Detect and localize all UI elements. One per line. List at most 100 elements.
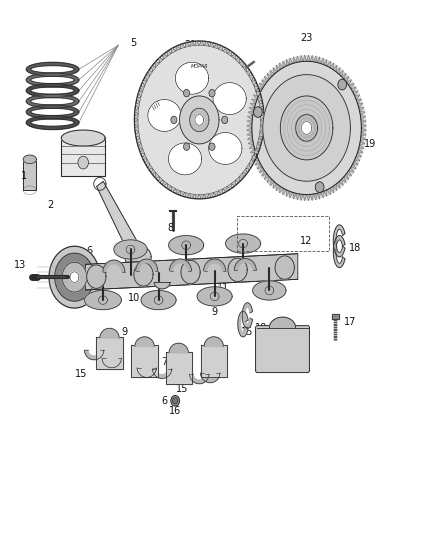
Circle shape <box>78 156 88 169</box>
Polygon shape <box>283 188 286 195</box>
Polygon shape <box>247 124 252 128</box>
Polygon shape <box>317 192 320 199</box>
Text: 16: 16 <box>169 407 181 416</box>
Polygon shape <box>55 253 94 301</box>
Text: 14: 14 <box>88 282 100 292</box>
Polygon shape <box>273 182 277 188</box>
Polygon shape <box>256 143 260 149</box>
Text: 15: 15 <box>176 384 188 394</box>
Polygon shape <box>300 194 303 200</box>
Polygon shape <box>259 102 263 108</box>
Polygon shape <box>26 62 79 76</box>
Polygon shape <box>247 56 366 200</box>
Polygon shape <box>301 122 312 134</box>
Polygon shape <box>257 164 262 169</box>
Circle shape <box>173 398 178 404</box>
Polygon shape <box>169 343 188 353</box>
Polygon shape <box>148 164 153 169</box>
Polygon shape <box>140 149 145 154</box>
Polygon shape <box>247 116 253 119</box>
Polygon shape <box>152 369 172 378</box>
Polygon shape <box>342 176 346 183</box>
FancyBboxPatch shape <box>256 326 309 373</box>
Polygon shape <box>247 136 253 140</box>
Polygon shape <box>249 76 254 81</box>
Polygon shape <box>303 195 307 201</box>
Polygon shape <box>353 160 358 165</box>
Polygon shape <box>197 287 232 306</box>
Polygon shape <box>167 51 171 56</box>
FancyBboxPatch shape <box>131 345 158 377</box>
Polygon shape <box>159 176 163 182</box>
Polygon shape <box>238 311 248 337</box>
Polygon shape <box>258 138 262 143</box>
Polygon shape <box>100 328 119 338</box>
Polygon shape <box>142 81 147 86</box>
Circle shape <box>315 182 324 192</box>
Text: 18: 18 <box>254 323 267 333</box>
Polygon shape <box>234 259 256 270</box>
Polygon shape <box>314 56 317 62</box>
Polygon shape <box>180 191 185 196</box>
Polygon shape <box>307 55 310 61</box>
Polygon shape <box>250 149 256 152</box>
Polygon shape <box>349 167 354 173</box>
Polygon shape <box>246 164 251 169</box>
Polygon shape <box>243 168 247 174</box>
Polygon shape <box>134 263 153 286</box>
Polygon shape <box>185 192 190 197</box>
Polygon shape <box>247 128 252 132</box>
Polygon shape <box>131 345 158 377</box>
Circle shape <box>184 90 190 97</box>
Polygon shape <box>26 105 79 119</box>
Text: 8: 8 <box>168 223 174 233</box>
Text: 17: 17 <box>344 318 357 327</box>
Polygon shape <box>261 120 264 126</box>
Circle shape <box>209 90 215 97</box>
Polygon shape <box>256 91 260 97</box>
Text: 21: 21 <box>184 41 197 50</box>
Polygon shape <box>339 179 343 185</box>
Polygon shape <box>137 368 156 377</box>
Polygon shape <box>190 42 194 46</box>
Polygon shape <box>248 140 254 144</box>
Polygon shape <box>342 73 346 79</box>
Polygon shape <box>253 95 258 100</box>
Text: 5: 5 <box>131 38 137 47</box>
Polygon shape <box>267 73 272 79</box>
Polygon shape <box>168 143 201 175</box>
Polygon shape <box>251 152 257 157</box>
Polygon shape <box>254 86 258 91</box>
Polygon shape <box>194 41 199 45</box>
Polygon shape <box>137 337 152 345</box>
Polygon shape <box>231 54 236 60</box>
Polygon shape <box>169 236 204 255</box>
Polygon shape <box>171 344 187 352</box>
Polygon shape <box>204 337 223 346</box>
Polygon shape <box>134 41 264 199</box>
Polygon shape <box>96 181 144 261</box>
Circle shape <box>254 107 262 117</box>
Text: 12: 12 <box>300 236 313 246</box>
Polygon shape <box>296 115 318 141</box>
Polygon shape <box>114 240 147 259</box>
Polygon shape <box>141 290 176 310</box>
Polygon shape <box>290 191 293 198</box>
Polygon shape <box>218 46 223 51</box>
Polygon shape <box>136 132 140 138</box>
Polygon shape <box>171 48 176 53</box>
Polygon shape <box>155 173 159 178</box>
Polygon shape <box>166 352 192 384</box>
Polygon shape <box>249 159 254 164</box>
Polygon shape <box>136 259 158 271</box>
Polygon shape <box>235 58 240 63</box>
Polygon shape <box>199 195 204 199</box>
Polygon shape <box>125 245 151 269</box>
Polygon shape <box>26 94 79 108</box>
Polygon shape <box>170 259 191 271</box>
Polygon shape <box>261 114 264 120</box>
Polygon shape <box>267 176 272 183</box>
Polygon shape <box>279 63 283 69</box>
Polygon shape <box>251 81 256 86</box>
Polygon shape <box>223 48 227 53</box>
